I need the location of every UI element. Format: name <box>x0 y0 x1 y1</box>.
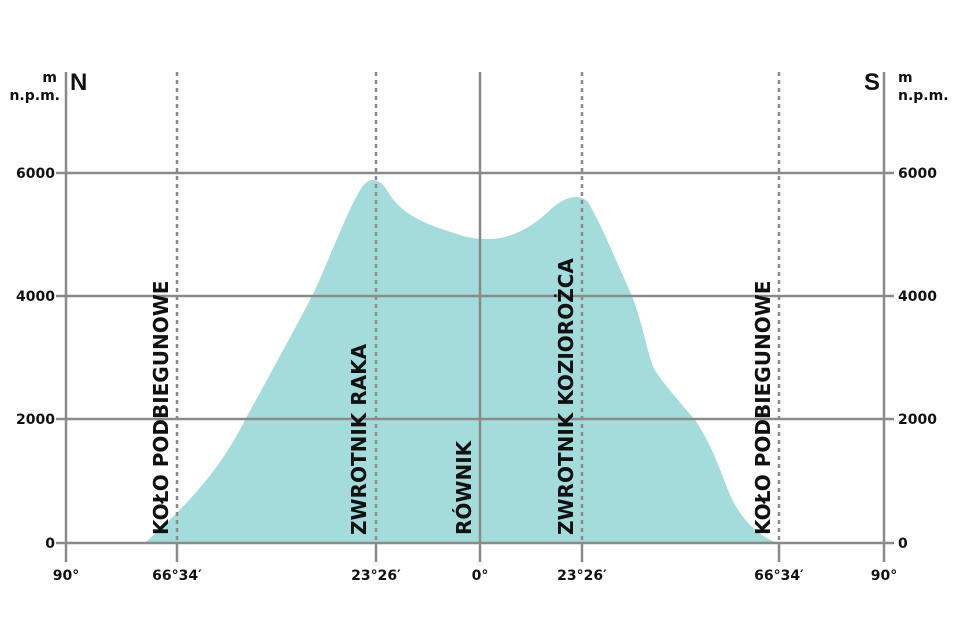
y-tick-left-0: 0 <box>45 536 55 552</box>
left-unit-m: m <box>42 70 57 86</box>
elevation-area <box>145 179 777 543</box>
tropic-cancer-label: ZWROTNIK RAKA <box>347 343 371 535</box>
right-unit-npm: n.p.m. <box>898 88 949 104</box>
arctic-circle-s-label: KOŁO PODBIEGUNOWE <box>751 281 775 535</box>
y-tick-left-2000: 2000 <box>16 412 55 428</box>
equator-label: RÓWNIK <box>452 439 476 535</box>
x-tick-arctic-n: 66°34′ <box>152 568 202 584</box>
y-tick-right-4000: 4000 <box>898 289 937 305</box>
x-tick-arctic-s: 66°34′ <box>754 568 804 584</box>
x-tick-90-right: 90° <box>871 568 897 584</box>
north-label: N <box>70 69 87 96</box>
left-unit-npm: n.p.m. <box>9 88 60 104</box>
arctic-circle-n-label: KOŁO PODBIEGUNOWE <box>149 281 173 535</box>
right-unit-m: m <box>898 70 913 86</box>
y-tick-left-6000: 6000 <box>16 166 55 182</box>
x-tick-equator: 0° <box>472 568 489 584</box>
south-label: S <box>864 69 880 96</box>
tropic-capricorn-label: ZWROTNIK KOZIOROŻCA <box>554 258 578 535</box>
x-tick-tropic-s: 23°26′ <box>557 568 607 584</box>
y-tick-right-6000: 6000 <box>898 166 937 182</box>
horizontal-gridlines <box>56 171 894 545</box>
x-tick-tropic-n: 23°26′ <box>351 568 401 584</box>
x-tick-90-left: 90° <box>53 568 79 584</box>
vertical-axes <box>64 72 886 562</box>
dotted-reference-lines <box>175 72 781 543</box>
y-tick-right-2000: 2000 <box>898 412 937 428</box>
y-tick-left-4000: 4000 <box>16 289 55 305</box>
y-tick-right-0: 0 <box>898 536 908 552</box>
